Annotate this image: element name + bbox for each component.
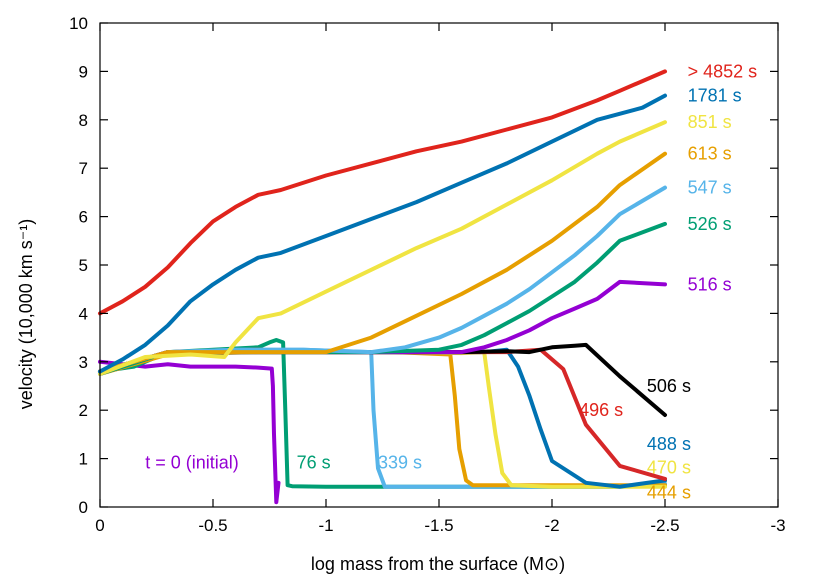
- x-tick-label: -0.5: [198, 516, 227, 535]
- y-tick-label: 7: [79, 159, 88, 178]
- series-label: 613 s: [688, 144, 732, 164]
- y-tick-label: 0: [79, 498, 88, 517]
- series-line-11: [98, 151, 667, 374]
- series-line-14: [98, 69, 667, 316]
- series-label: 76 s: [297, 452, 331, 472]
- series-label: 1781 s: [688, 86, 742, 106]
- series-label: 506 s: [647, 376, 691, 396]
- series-line-12: [98, 120, 667, 376]
- y-tick-label: 6: [79, 208, 88, 227]
- y-tick-label: 1: [79, 450, 88, 469]
- y-tick-label: 10: [69, 14, 88, 33]
- series-label: 470 s: [647, 457, 691, 477]
- x-tick-label: -3: [770, 516, 785, 535]
- y-tick-label: 8: [79, 111, 88, 130]
- x-tick-label: 0: [95, 516, 104, 535]
- series-lines: [98, 69, 667, 505]
- y-tick-label: 4: [79, 304, 88, 323]
- series-labels: > 4852 s 1781 s 851 s 613 s 547 s 526 s 516 s 5…: [145, 61, 757, 502]
- x-tick-label: -1: [318, 516, 333, 535]
- series-label: 339 s: [378, 452, 422, 472]
- series-label: 851 s: [688, 112, 732, 132]
- series-label: 547 s: [688, 178, 732, 198]
- axes: 0 -0.5 -1 -1.5 -2 -2.5 -3 0 1 2 3 4 5 6 7 8 9 10: [69, 14, 785, 535]
- series-line-13: [98, 93, 667, 374]
- series-label: 488 s: [647, 434, 691, 454]
- series-label: > 4852 s: [688, 61, 758, 81]
- x-tick-label: -1.5: [424, 516, 453, 535]
- series-label: 526 s: [688, 214, 732, 234]
- series-line-0: [98, 359, 281, 505]
- x-tick-label: -2: [544, 516, 559, 535]
- y-tick-label: 3: [79, 353, 88, 372]
- series-line-10: [98, 185, 667, 374]
- series-line-8: [98, 279, 667, 374]
- x-axis-label: log mass from the surface (M⊙): [311, 554, 565, 574]
- series-label: 444 s: [647, 482, 691, 502]
- series-label: 516 s: [688, 274, 732, 294]
- series-label: t = 0 (initial): [145, 452, 239, 472]
- y-tick-label: 5: [79, 256, 88, 275]
- x-tick-label: -2.5: [650, 516, 679, 535]
- series-label: 496 s: [579, 400, 623, 420]
- y-tick-label: 9: [79, 62, 88, 81]
- y-tick-label: 2: [79, 401, 88, 420]
- y-axis-label: velocity (10,000 km s⁻¹): [16, 219, 36, 410]
